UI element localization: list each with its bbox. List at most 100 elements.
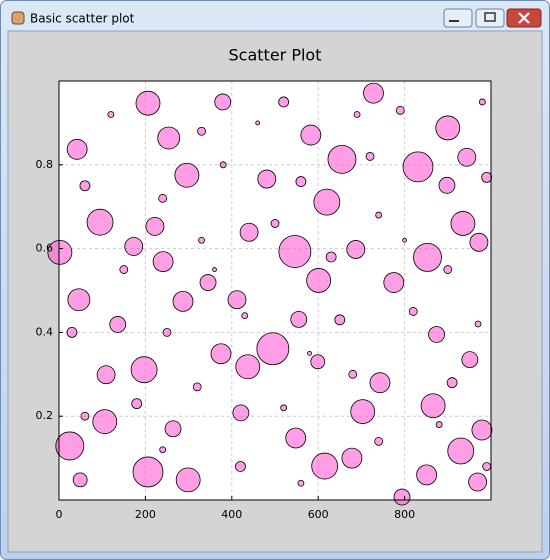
bubble [158,193,168,203]
bubble [374,436,384,446]
bubble [306,268,332,293]
bubble [334,314,346,326]
bubble [235,461,246,472]
bubble [119,265,129,274]
bubble [420,393,446,419]
bubble [363,82,384,104]
bubble [447,437,475,465]
bubble [474,320,482,328]
bubble [270,219,280,228]
bubble [124,237,144,256]
bubble [297,479,305,487]
bubble [210,343,232,365]
bubble [375,211,383,219]
bubble [408,307,418,316]
bubble [365,152,375,161]
bubble [346,240,366,259]
bubble [235,354,261,380]
bubble [285,427,307,449]
chart-title: Scatter Plot [229,46,322,65]
maximize-icon [484,12,496,22]
y-tick-label: 0.2 [36,409,54,422]
bubble [152,251,174,272]
bubble [80,411,90,421]
plot-area [59,81,491,500]
close-icon [518,12,530,24]
bubble [310,354,326,370]
bubble [443,265,453,274]
maximize-button[interactable] [475,8,505,28]
minimize-icon [449,20,459,22]
bubble [416,464,438,486]
minimize-button[interactable] [443,8,473,28]
bubble [348,369,358,379]
bubble [157,126,181,150]
bubble [135,90,161,116]
bubble [438,176,456,194]
bubble [86,208,114,236]
x-tick-label: 0 [56,508,63,521]
points [47,82,493,506]
bubble [280,404,288,412]
bubble [478,98,486,106]
window-buttons[interactable] [443,8,542,28]
bubble [214,93,232,111]
bubble [325,251,337,263]
bubble [67,288,91,312]
bubble [257,169,277,189]
y-tick-label: 0.4 [36,325,54,338]
x-tick-label: 400 [221,508,242,521]
bubble [313,188,341,216]
bubble [164,420,182,438]
bubble [290,311,308,328]
bubble [255,120,261,126]
bubble [79,180,91,192]
bubble [278,235,312,268]
bubble [413,242,442,272]
bubble [468,472,488,492]
bubble [482,462,492,471]
x-tick-label: 800 [394,508,415,521]
bubble [450,211,476,236]
bubble [212,267,217,272]
bubble [256,332,290,366]
bubble [197,126,206,136]
bubble [300,124,322,146]
bubble [393,488,411,506]
bubble [428,326,445,343]
app-icon [11,11,25,25]
bubble [241,312,249,320]
bubble [307,350,312,356]
bubble [172,290,194,312]
bubble [457,147,477,167]
ticks: 0 200 400 600 800 0.2 0.4 0.6 0.8 [36,158,416,521]
bubble [471,419,493,441]
bubble [132,456,164,488]
bubble [481,171,493,183]
bubble [107,111,115,118]
bubble [295,176,307,187]
window-title: Basic scatter plot [30,12,135,26]
bubble [232,404,250,422]
x-tick-label: 200 [135,508,156,521]
bubble [47,239,73,265]
bubble [96,365,116,385]
bubble [435,421,443,428]
bubble [350,399,376,424]
bubble [327,144,357,174]
bubble [395,105,405,115]
bubble [369,372,391,394]
bubble [402,151,434,183]
bubble [278,96,290,108]
bubble [461,351,479,369]
y-tick-label: 0.8 [36,158,54,171]
bubble [239,222,259,242]
bubble [109,316,127,333]
bubble [130,356,158,384]
x-tick-label: 600 [308,508,329,521]
bubble [198,236,205,244]
bubble [162,327,172,337]
bubble [131,398,143,410]
bubble [72,472,88,488]
